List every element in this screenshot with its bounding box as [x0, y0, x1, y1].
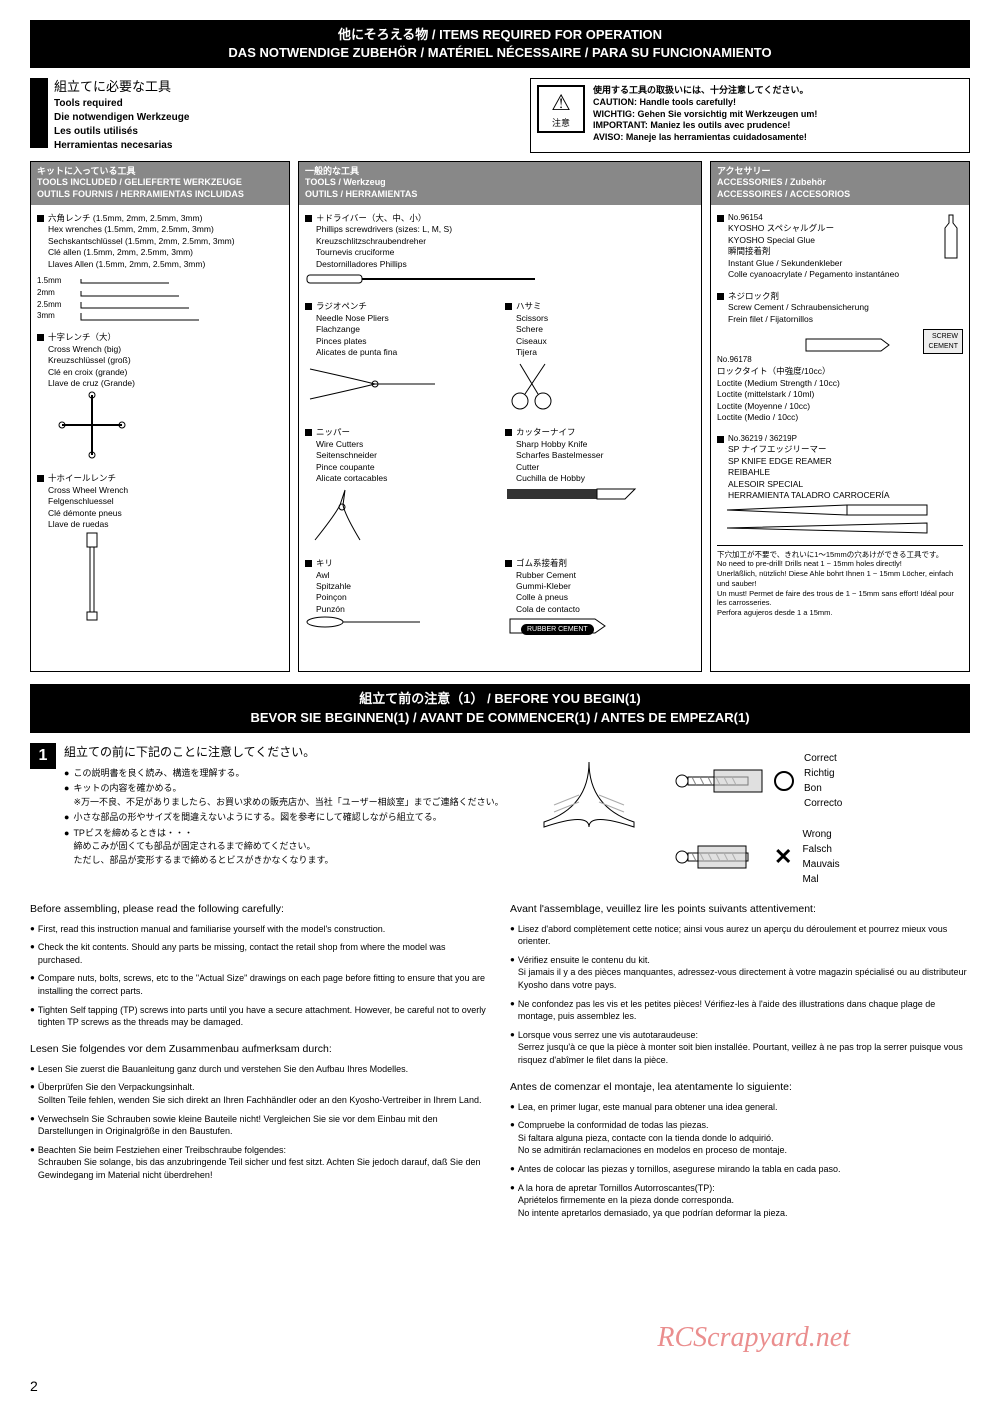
- col1-body: 六角レンチ (1.5mm, 2mm, 2.5mm, 3mm) Hex wrenc…: [31, 205, 289, 642]
- bullet-square-icon: [37, 334, 44, 341]
- col-accessories: アクセサリー ACCESSORIES / Zubehör ACCESSOIRES…: [710, 161, 970, 673]
- black-square-icon: [30, 78, 48, 148]
- hex-wrench-icon: [79, 311, 209, 322]
- pliers-icon: [305, 359, 445, 409]
- language-instructions: Before assembling, please read the follo…: [30, 903, 970, 1226]
- before-begin-section: 組立て前の注意（1） / BEFORE YOU BEGIN(1) BEVOR S…: [30, 684, 970, 1225]
- caution-text: 使用する工具の取扱いには、十分注意してください。 CAUTION: Handle…: [593, 85, 817, 145]
- lang-col-left: Before assembling, please read the follo…: [30, 903, 490, 1226]
- tools-three-columns: キットに入っている工具 TOOLS INCLUDED / GELIEFERTE …: [30, 161, 970, 673]
- step-number: 1: [30, 743, 56, 769]
- bullet-square-icon: [305, 303, 312, 310]
- lang-es: Antes de comenzar el montaje, lea atenta…: [510, 1081, 970, 1220]
- reamer-item: No.36219 / 36219P SP ナイフエッジリーマー SP KNIFE…: [717, 434, 963, 618]
- bullet-square-icon: [505, 429, 512, 436]
- tools-required-block: 組立てに必要な工具 Tools required Die notwendigen…: [30, 78, 520, 152]
- glue-bottle-icon: [939, 213, 963, 263]
- wheel-wrench-item: 十ホイールレンチ Cross Wheel Wrench Felgenschlue…: [37, 473, 283, 624]
- wheel-wrench-icon: [77, 531, 107, 621]
- lang-fr: Avant l'assemblage, veuillez lire les po…: [510, 903, 970, 1067]
- bullet-square-icon: [717, 293, 724, 300]
- bullet-square-icon: [717, 436, 724, 443]
- col2-body: ＋ドライバー（大、中、小） Phillips screwdrivers (siz…: [299, 205, 701, 672]
- col3-body: No.96154 KYOSHO スペシャルグルー KYOSHO Special …: [711, 205, 969, 636]
- reamer-icon: [717, 521, 937, 535]
- screw-wrong-icon: [674, 844, 764, 870]
- screwdriver-icon: [305, 270, 545, 288]
- reamer-note: 下穴加工が不要で、きれいに1～15mmの穴あけができる工具です。 No need…: [717, 545, 963, 618]
- col-tools-included: キットに入っている工具 TOOLS INCLUDED / GELIEFERTE …: [30, 161, 290, 673]
- step-1: 1 組立ての前に下記のことに注意してください。 ●この説明書を良く読み、構造を理…: [30, 743, 970, 887]
- lang-en: Before assembling, please read the follo…: [30, 903, 490, 1029]
- bullet-square-icon: [305, 215, 312, 222]
- screw-cement-label: SCREW CEMENT: [923, 329, 963, 354]
- col-general-tools: 一般的な工具 TOOLS / Werkzeug OUTILS / HERRAMI…: [298, 161, 702, 673]
- pliers-item: ラジオペンチ Needle Nose Pliers Flachzange Pin…: [305, 301, 495, 417]
- phillips-item: ＋ドライバー（大、中、小） Phillips screwdrivers (siz…: [305, 213, 695, 292]
- wire-cutter-icon: [305, 485, 385, 545]
- nipper-item: ニッパー Wire Cutters Seitenschneider Pince …: [305, 427, 495, 548]
- cross-wrench-icon: [57, 390, 127, 460]
- wrong-row: ✕ Wrong Falsch Mauvais Mal: [674, 827, 842, 887]
- bullet-square-icon: [37, 215, 44, 222]
- lang-col-right: Avant l'assemblage, veuillez lire les po…: [510, 903, 970, 1226]
- tube-icon: [801, 335, 921, 355]
- awl-item: キリ Awl Spitzahle Poinçon Punzón: [305, 558, 495, 653]
- bullet-square-icon: [717, 215, 724, 222]
- tools-required-row: 組立てに必要な工具 Tools required Die notwendigen…: [30, 78, 970, 152]
- caution-triangle-icon: ⚠ 注意: [537, 85, 585, 133]
- cross-wrench-item: 十字レンチ（大） Cross Wrench (big) Kreuzschlüss…: [37, 332, 283, 463]
- bullet-square-icon: [505, 303, 512, 310]
- header-line1: 他にそろえる物 / ITEMS REQUIRED FOR OPERATION: [40, 26, 960, 44]
- correct-mark-icon: [774, 771, 794, 791]
- wrong-mark-icon: ✕: [774, 840, 792, 873]
- manual-book-icon: [534, 747, 644, 837]
- bullet-square-icon: [37, 475, 44, 482]
- watermark: RCScrapyard.net: [657, 1322, 850, 1354]
- col3-header: アクセサリー ACCESSORIES / Zubehör ACCESSOIRES…: [711, 162, 969, 205]
- rubber-cement-label: RUBBER CEMENT: [521, 624, 594, 635]
- knife-item: カッターナイフ Sharp Hobby Knife Scharfes Baste…: [505, 427, 695, 548]
- col2-header: 一般的な工具 TOOLS / Werkzeug OUTILS / HERRAMI…: [299, 162, 701, 205]
- header-items-required: 他にそろえる物 / ITEMS REQUIRED FOR OPERATION D…: [30, 20, 970, 68]
- bullet-square-icon: [305, 429, 312, 436]
- bullet-square-icon: [505, 560, 512, 567]
- hex-wrench-icon: [79, 300, 199, 310]
- scissors-item: ハサミ Scissors Schere Ciseaux Tijera: [505, 301, 695, 417]
- step1-jp-text: 組立ての前に下記のことに注意してください。 ●この説明書を良く読み、構造を理解す…: [64, 743, 504, 887]
- hex-wrench-icon: [79, 289, 189, 298]
- screw-cement-item: ネジロック剤 Screw Cement / Schraubensicherung…: [717, 291, 963, 424]
- header-before-begin: 組立て前の注意（1） / BEFORE YOU BEGIN(1) BEVOR S…: [30, 684, 970, 732]
- page-number: 2: [30, 1378, 38, 1394]
- reamer-icon: [717, 502, 937, 518]
- header-line2: DAS NOTWENDIGE ZUBEHÖR / MATÉRIEL NÉCESS…: [40, 44, 960, 62]
- scissors-icon: [505, 359, 565, 414]
- correct-row: Correct Richtig Bon Correcto: [674, 751, 842, 811]
- hex-wrench-item: 六角レンチ (1.5mm, 2mm, 2.5mm, 3mm) Hex wrenc…: [37, 213, 283, 323]
- rubber-cement-item: ゴム系接着剤 Rubber Cement Gummi-Kleber Colle …: [505, 558, 695, 653]
- lang-de: Lesen Sie folgendes vor dem Zusammenbau …: [30, 1043, 490, 1182]
- bullet-square-icon: [305, 560, 312, 567]
- glue-item: No.96154 KYOSHO スペシャルグルー KYOSHO Special …: [717, 213, 963, 281]
- screw-correct-icon: [674, 768, 764, 794]
- hobby-knife-icon: [505, 485, 645, 503]
- col1-header: キットに入っている工具 TOOLS INCLUDED / GELIEFERTE …: [31, 162, 289, 205]
- step1-diagrams: Correct Richtig Bon Correcto: [504, 743, 970, 887]
- tools-required-text: 組立てに必要な工具 Tools required Die notwendigen…: [54, 78, 189, 152]
- awl-icon: [305, 615, 425, 629]
- hex-wrench-icon: [79, 277, 179, 285]
- caution-box: ⚠ 注意 使用する工具の取扱いには、十分注意してください。 CAUTION: H…: [530, 78, 970, 152]
